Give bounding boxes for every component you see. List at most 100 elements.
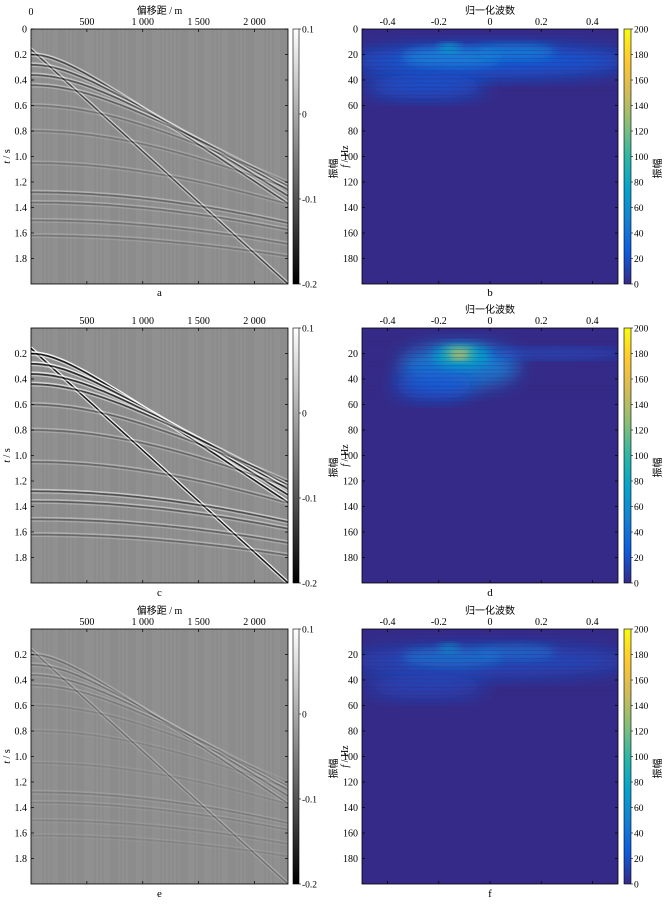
x-tick-label: 0: [29, 7, 34, 18]
y-axis-label-symbol: t: [2, 460, 13, 463]
spectrum-energy: [475, 643, 556, 660]
y-tick-label: 0.8: [15, 727, 28, 738]
reflection-event: [31, 431, 288, 490]
y-tick-label: 1.6: [15, 229, 28, 240]
reflection-event: [31, 801, 288, 831]
reflection-event: [31, 762, 288, 805]
colorbar-tick-label: 20: [634, 855, 644, 865]
colorbar-tick-label: 120: [634, 128, 649, 138]
reflection-event: [31, 836, 288, 859]
reflection-event: [31, 52, 288, 203]
colorbar-tick-label: 80: [634, 779, 644, 789]
direct-wave-event: [31, 48, 288, 284]
reflection-event: [31, 488, 288, 522]
y-tick-label: 100: [343, 152, 358, 163]
colorbar-tick-label: 200: [634, 325, 649, 335]
panel-e: 500 1 000 1 500 2 000 偏移距 / m 0.2 0.4 0.6 0.8 1.0…: [2, 604, 340, 900]
x-tick-label: 0.2: [535, 316, 548, 327]
colorbar-tick-label: 0.1: [302, 626, 314, 636]
y-axis-label: f / Hz: [340, 745, 351, 768]
reflection-event: [31, 834, 288, 857]
direct-wave-event: [31, 647, 288, 883]
colorbar-tick-label: 100: [634, 452, 649, 462]
panel-label: e: [157, 888, 162, 900]
spectrum-energy: [453, 350, 466, 359]
reflection-event: [31, 461, 288, 504]
y-tick-label: 140: [343, 803, 358, 814]
reflection-event: [31, 665, 288, 799]
reflection-event: [31, 403, 288, 483]
x-axis-label: 偏移距 / m: [137, 4, 183, 17]
y-tick-label: 120: [343, 477, 358, 488]
y-tick-label: 140: [343, 203, 358, 214]
x-axis-label: 归一化波数: [465, 604, 515, 617]
y-tick-label: 0: [353, 25, 358, 36]
y-tick-label: 140: [343, 502, 358, 513]
y-axis-label-unit: / Hz: [340, 145, 351, 165]
colorbar: [623, 327, 632, 584]
x-tick-label: -0.4: [380, 316, 396, 327]
reflection-event: [31, 191, 288, 224]
x-tick-label: 0.2: [535, 17, 548, 28]
y-tick-label: 180: [343, 254, 358, 265]
y-tick-label: 60: [348, 101, 358, 112]
reflection-event: [31, 106, 288, 186]
colorbar-tick-label: 80: [634, 478, 644, 488]
spectrum-energy: [393, 371, 474, 400]
x-tick-label: 1 000: [131, 316, 154, 327]
colorbar-tick-label: 100: [634, 753, 649, 763]
reflection-event: [31, 103, 288, 182]
colorbar-tick-label: 160: [634, 77, 649, 87]
y-axis-label-symbol: f: [340, 764, 351, 768]
colorbar-tick-label: 0.1: [302, 26, 314, 36]
panel-d: -0.4 -0.2 0 0.2 0.4 归一化波数 20 40 60 80 100 120 140 160…: [340, 303, 664, 599]
y-tick-label: 0.4: [15, 76, 28, 87]
reflection-event: [31, 53, 288, 205]
reflection-event: [31, 653, 288, 805]
x-tick-label: 500: [79, 617, 94, 628]
colorbar: [292, 628, 300, 885]
y-tick-label: 60: [348, 701, 358, 712]
reflection-event: [31, 732, 288, 791]
y-axis-label-unit: / s: [2, 749, 13, 761]
x-tick-label: 2 000: [243, 316, 266, 327]
reflection-event: [31, 201, 288, 231]
x-tick-label: 0: [488, 17, 493, 28]
x-tick-label: 0.4: [586, 617, 599, 628]
colorbar-tick-label: 200: [634, 26, 649, 36]
colorbar: [623, 628, 632, 885]
reflection-event: [31, 74, 288, 191]
reflection-event: [31, 189, 288, 223]
colorbar-label: 振幅: [327, 759, 340, 779]
reflection-event: [31, 221, 288, 247]
reflection-event: [31, 463, 288, 506]
reflection-event: [31, 833, 288, 856]
colorbar-tick-label: 60: [634, 204, 644, 214]
panel-label: b: [487, 287, 493, 299]
colorbar-tick-label: 120: [634, 728, 649, 738]
reflection-event: [31, 104, 288, 184]
direct-wave-event: [31, 650, 287, 884]
y-tick-label: 40: [348, 375, 358, 386]
reflection-event: [31, 518, 288, 544]
x-axis-label: 归一化波数: [465, 303, 515, 316]
panel-b: -0.4 -0.2 0 0.2 0.4归一化波数02040608010012014016…: [340, 4, 664, 299]
y-tick-label: 0.6: [15, 701, 28, 712]
direct-wave-event: [31, 648, 288, 884]
y-tick-label: 160: [343, 829, 358, 840]
colorbar: [292, 327, 300, 584]
reflection-event: [31, 84, 288, 187]
panel-label: a: [157, 287, 162, 299]
reflection-event: [31, 234, 288, 257]
y-tick-label: 40: [348, 676, 358, 687]
colorbar-tick-label: 0: [634, 281, 639, 291]
colorbar-tick-label: 0: [634, 881, 639, 891]
colorbar-tick-label: 0: [302, 410, 307, 420]
colorbar-tick-label: -0.2: [302, 881, 317, 891]
reflection-event: [31, 655, 288, 806]
y-axis-label-unit: / Hz: [340, 745, 351, 765]
y-tick-label: 180: [343, 854, 358, 865]
x-tick-label: -0.2: [431, 316, 447, 327]
y-tick-label: 1.0: [15, 152, 28, 163]
